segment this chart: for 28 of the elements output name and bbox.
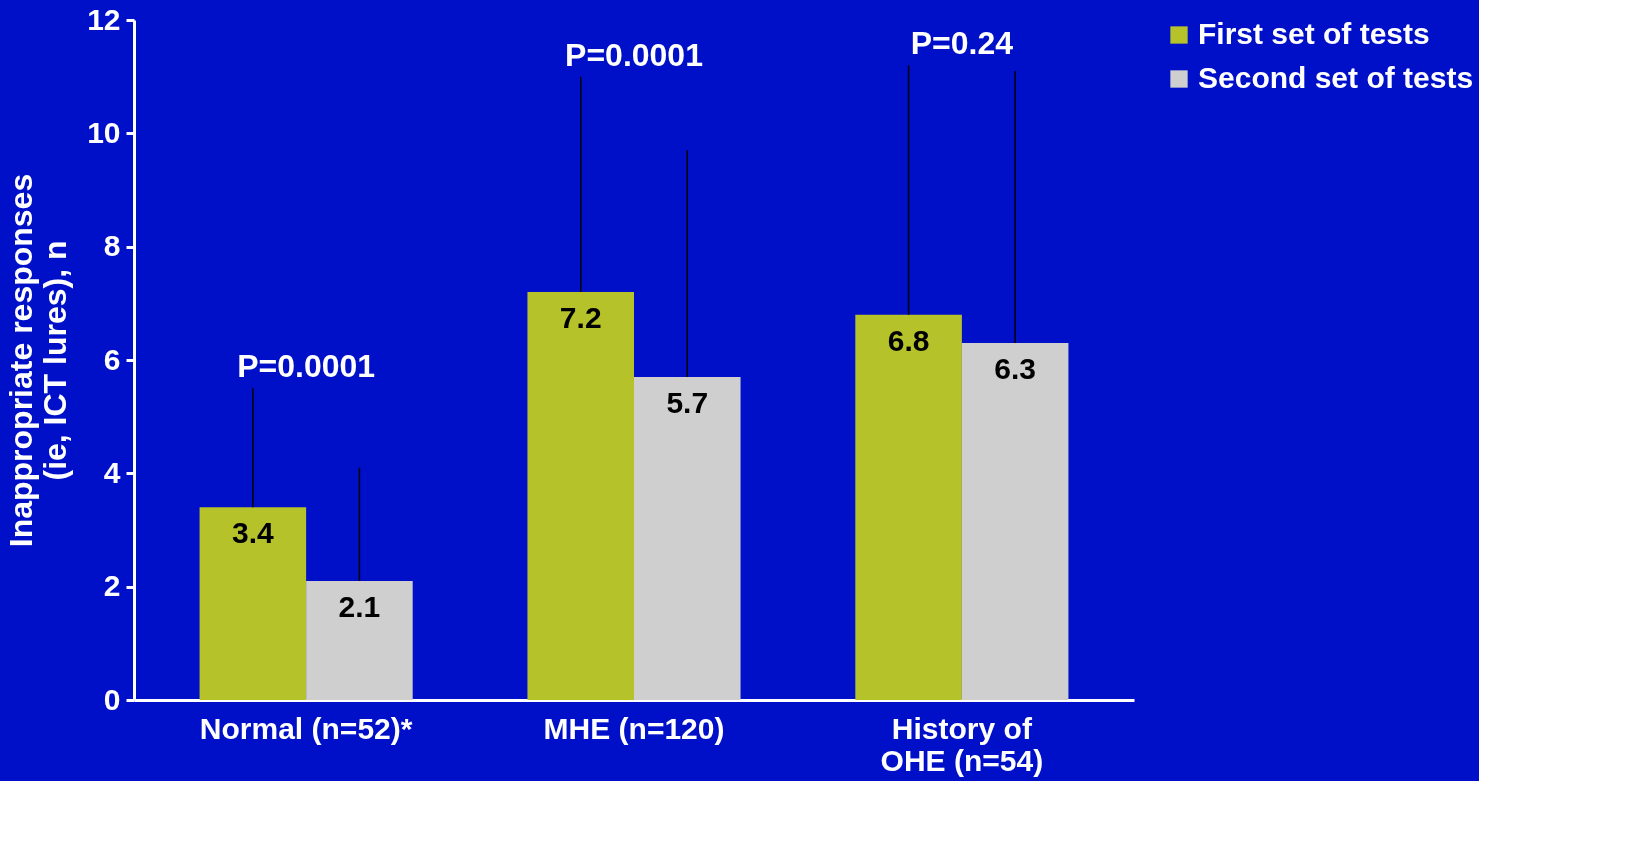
annotation: P=0.24 [910,25,1014,62]
data-label: 5.7 [666,386,709,419]
bar [527,292,634,700]
data-label: 3.4 [231,516,275,550]
y-tick-label: 2 [103,569,121,603]
legend-label: First set of tests [1198,17,1430,50]
annotation: P=0.0001 [237,348,376,385]
bar [199,507,307,700]
legend-label: Second set of tests [1198,61,1474,94]
x-tick-label: MHE (n=120) [543,711,725,745]
bar [634,377,741,700]
y-axis-title: Inappropriate responses (ie, ICT lures), n [3,173,74,548]
y-tick-label: 12 [87,2,121,36]
bar [855,314,962,700]
y-tick-label: 8 [103,229,121,263]
annotation: P=0.0001 [565,36,703,73]
y-tick-label: 6 [103,342,121,376]
y-tick-label: 0 [103,682,121,716]
data-label: 6.3 [994,352,1037,385]
data-label: 6.8 [887,323,930,357]
y-tick-label: 10 [87,115,121,149]
x-tick-label: History of OHE (n=54) [880,711,1044,777]
data-label: 7.2 [559,301,602,334]
y-tick-label: 4 [103,455,121,489]
bar [306,581,413,700]
x-tick-label: Normal (n=52)* [199,711,413,745]
data-label: 2.1 [338,590,381,623]
bar [961,343,1069,700]
